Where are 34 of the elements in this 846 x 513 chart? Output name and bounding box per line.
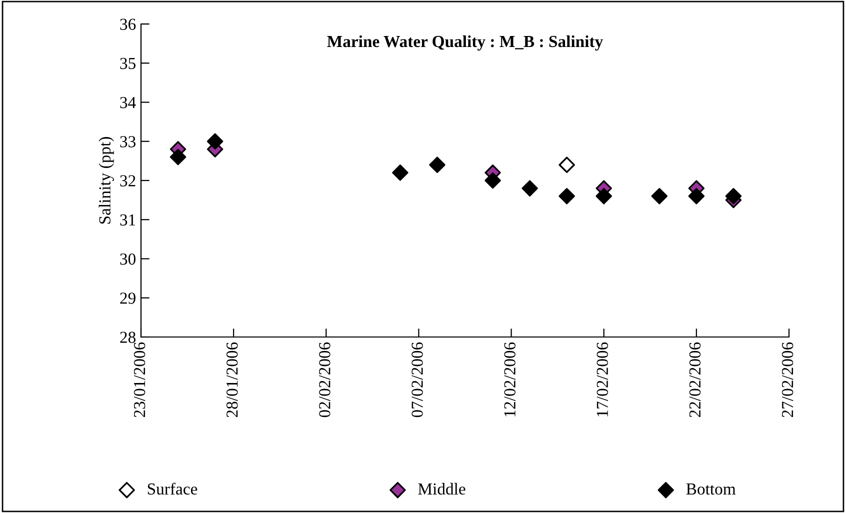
x-tick-label: 27/02/2006 xyxy=(782,342,794,418)
y-tick-label: 30 xyxy=(120,253,136,265)
legend-label: Middle xyxy=(418,482,466,495)
y-tick-label: 35 xyxy=(120,58,136,70)
legend-label: Bottom xyxy=(686,484,736,495)
text: Marine Water Quality : M_B : Salinity xyxy=(327,35,603,51)
x-tick-label: 22/02/2006 xyxy=(689,342,701,418)
point xyxy=(484,172,501,189)
y-tick-label: 36 xyxy=(120,18,136,30)
point xyxy=(522,180,538,196)
point xyxy=(170,148,186,166)
y-tick-label: 32 xyxy=(120,175,136,186)
y-axis-title: Salinity (ppt) xyxy=(98,137,114,224)
legend-label: Surface xyxy=(148,482,198,495)
point xyxy=(558,156,575,173)
y-tick-label: 29 xyxy=(120,292,136,304)
point xyxy=(651,188,668,204)
y-tick-label: 34 xyxy=(120,96,136,108)
y-tick-label: 33 xyxy=(120,136,136,148)
x-tick-label: 02/02/2006 xyxy=(319,342,330,418)
point xyxy=(558,188,575,204)
point xyxy=(725,188,742,204)
y-tick-label: 28 xyxy=(120,332,136,343)
x-tick-label: 17/02/2006 xyxy=(596,342,608,416)
x-tick-label: 12/02/2006 xyxy=(504,342,516,416)
x-tick-label: 23/01/2006 xyxy=(134,342,146,418)
point xyxy=(206,133,224,150)
point xyxy=(429,156,446,173)
point xyxy=(688,188,705,204)
x-tick-label: 07/02/2006 xyxy=(412,342,423,418)
y-tick-label: 31 xyxy=(120,214,136,226)
point xyxy=(596,188,612,204)
x-tick-label: 28/01/2006 xyxy=(226,342,238,418)
point xyxy=(392,164,408,181)
